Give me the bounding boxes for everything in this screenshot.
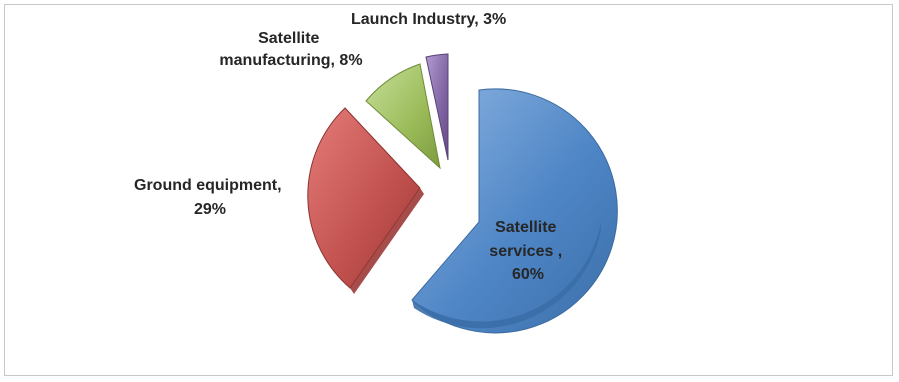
slice-launch-industry — [425, 53, 449, 161]
slice-satellite-services — [411, 88, 618, 334]
slice-satellite-manufacturing — [365, 63, 441, 170]
slice-ground-equipment — [307, 107, 421, 289]
label-satellite-services: Satellite services , 60% — [489, 219, 566, 283]
label-ground-equipment: Ground equipment, 29% — [134, 177, 286, 218]
slice-satellite-services-edge — [412, 222, 601, 329]
label-launch-industry: Launch Industry, 3% — [351, 11, 506, 28]
slice-ground-equipment-edge — [350, 188, 424, 294]
label-satellite-manufacturing: Satellite manufacturing, 8% — [219, 30, 362, 69]
